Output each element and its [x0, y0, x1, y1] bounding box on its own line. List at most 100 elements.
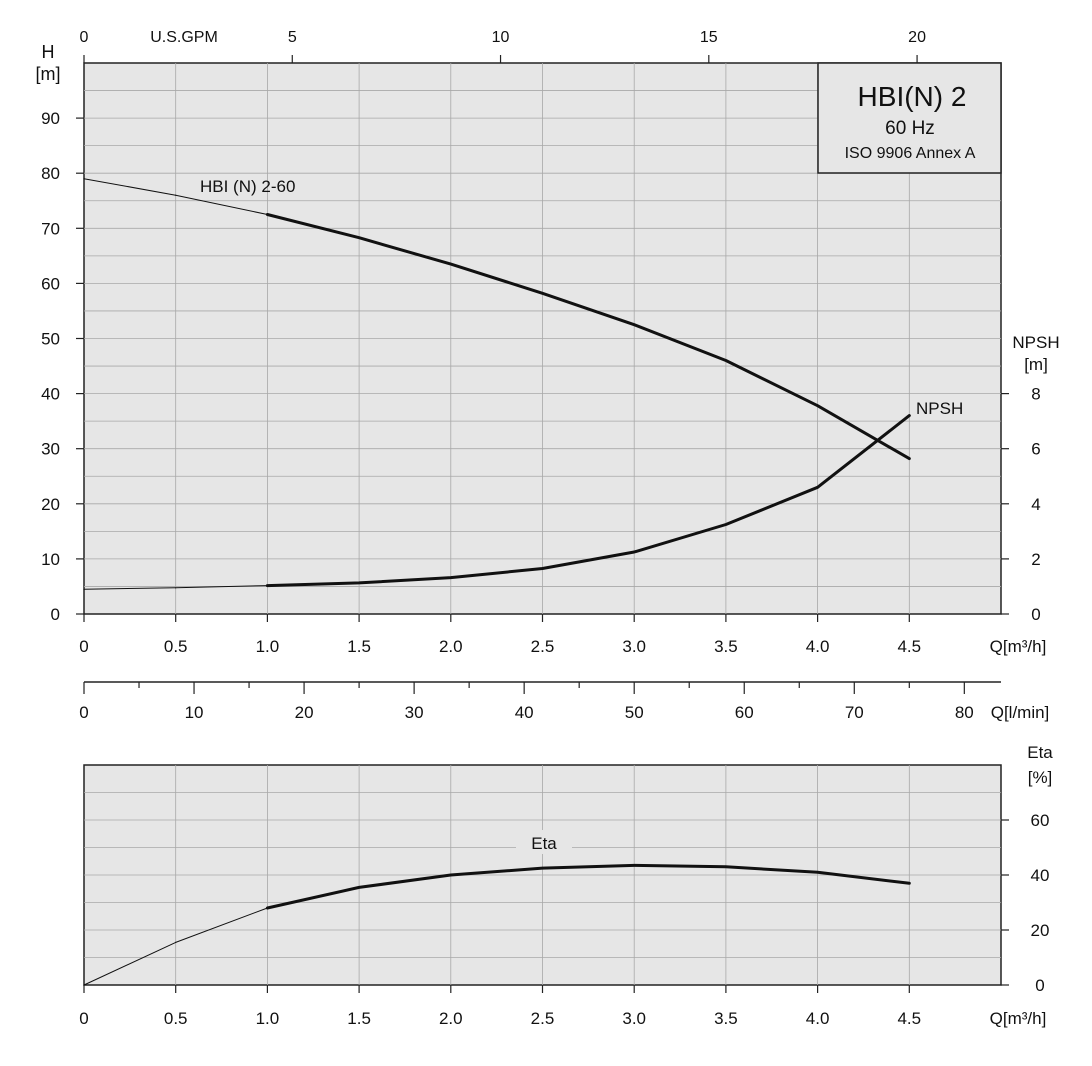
x-tick-label: 3.0	[622, 637, 646, 656]
x-axis-label: Q[m³/h]	[990, 1009, 1047, 1028]
head-point	[83, 178, 85, 180]
head-point	[541, 292, 544, 294]
lmin-tick-label: 70	[845, 703, 864, 722]
eta-point	[725, 866, 727, 868]
y-left-tick-label: 80	[41, 164, 60, 183]
efficiency-plot-axes: 0 0.5 1.0 1.5 2.0 2.5 3.0 3.5 4.0 4.5 Q[m³/h] 0 20 40…	[79, 743, 1053, 1028]
lmin-tick-label: 20	[295, 703, 314, 722]
gpm-tick-label: 15	[700, 29, 718, 46]
x-tick-label: 1.5	[347, 1009, 371, 1028]
npsh-point	[175, 587, 177, 589]
lmin-tick-label: 50	[625, 703, 644, 722]
head-point	[266, 213, 268, 216]
npsh-point	[541, 567, 544, 570]
y-left-tick-label: 90	[41, 109, 60, 128]
y-left-tick-label: 10	[41, 550, 60, 569]
x-tick-label: 0.5	[164, 1009, 188, 1028]
y-right-tick-label: 8	[1031, 385, 1040, 404]
y-left-tick-label: 0	[51, 605, 60, 624]
x-tick-label: 3.5	[714, 637, 738, 656]
y-right-unit: [m]	[1024, 355, 1048, 374]
title-model: HBI(N) 2	[858, 81, 967, 112]
y-left-unit-name: H	[42, 42, 55, 62]
npsh-point	[817, 486, 819, 488]
title-frequency: 60 Hz	[885, 118, 935, 139]
eta-point	[175, 941, 177, 943]
x-tick-label: 4.5	[897, 1009, 921, 1028]
gpm-tick-label: 10	[492, 29, 510, 46]
lmin-tick-label: 40	[515, 703, 534, 722]
eta-unit-name: Eta	[1027, 743, 1053, 762]
npsh-point	[450, 577, 452, 579]
title-box-frame	[817, 62, 1002, 174]
npsh-point	[83, 588, 85, 590]
eta-unit: [%]	[1028, 768, 1053, 787]
head-point	[450, 263, 452, 265]
x-tick-label: 4.0	[806, 1009, 830, 1028]
y-right-tick-label: 60	[1031, 811, 1050, 830]
title-box: HBI(N) 2 60 Hz ISO 9906 Annex A	[817, 62, 1002, 174]
npsh-point	[725, 523, 727, 526]
y-left-unit: [m]	[36, 64, 61, 84]
title-standard: ISO 9906 Annex A	[845, 145, 976, 162]
eta-curve	[265, 863, 911, 910]
npsh-point	[908, 415, 910, 417]
gpm-tick-label: 0	[80, 29, 89, 46]
head-point	[908, 458, 910, 460]
x-tick-label: 3.0	[622, 1009, 646, 1028]
npsh-point	[633, 551, 635, 553]
gpm-tick-label: 20	[908, 29, 926, 46]
x-tick-label: 2.0	[439, 1009, 463, 1028]
x-tick-label: 2.5	[531, 1009, 555, 1028]
y-left-tick-label: 50	[41, 330, 60, 349]
x-tick-label: 1.0	[256, 637, 280, 656]
flow-lmin-axis: 0 10 20 30 40 50 60 70 80 Q[l/min]	[79, 681, 1050, 722]
lmin-axis-label: Q[l/min]	[991, 703, 1050, 722]
x-tick-label: 1.5	[347, 637, 371, 656]
gpm-axis-label: U.S.GPM	[150, 29, 218, 46]
eta-point	[908, 882, 910, 884]
lmin-tick-label: 60	[735, 703, 754, 722]
npsh-point	[358, 582, 360, 584]
head-point	[175, 194, 177, 196]
eta-label-backdrop	[516, 830, 572, 854]
eta-point	[450, 874, 452, 876]
eta-point	[633, 864, 635, 866]
head-series-label: HBI (N) 2-60	[200, 177, 295, 196]
y-right-tick-label: 40	[1031, 866, 1050, 885]
eta-point	[266, 907, 268, 909]
x-tick-label: 3.5	[714, 1009, 738, 1028]
efficiency-plot-series: Eta	[83, 830, 911, 986]
y-left-tick-label: 30	[41, 440, 60, 459]
head-point	[633, 324, 635, 326]
eta-point	[358, 886, 360, 888]
lmin-tick-label: 10	[185, 703, 204, 722]
y-left-tick-label: 40	[41, 385, 60, 404]
npsh-curve	[265, 414, 911, 588]
y-right-tick-label: 20	[1031, 921, 1050, 940]
lmin-tick-label: 0	[79, 703, 88, 722]
npsh-series-label: NPSH	[916, 399, 963, 418]
eta-point	[541, 867, 544, 869]
x-tick-label: 1.0	[256, 1009, 280, 1028]
eta-point	[817, 871, 819, 873]
head-point	[817, 405, 819, 407]
head-point	[725, 359, 727, 362]
y-right-tick-label: 0	[1031, 605, 1040, 624]
x-tick-label: 2.5	[531, 637, 555, 656]
x-tick-label: 2.0	[439, 637, 463, 656]
npsh-point	[266, 585, 268, 587]
head-plot-series: HBI (N) 2-60 NPSH	[83, 177, 963, 590]
x-tick-label: 4.5	[897, 637, 921, 656]
y-right-unit-name: NPSH	[1012, 333, 1059, 352]
lmin-tick-label: 80	[955, 703, 974, 722]
y-right-tick-label: 2	[1031, 550, 1040, 569]
head-point	[358, 237, 360, 239]
y-right-tick-label: 0	[1035, 976, 1044, 995]
y-right-tick-label: 4	[1031, 495, 1040, 514]
y-left-tick-label: 70	[41, 219, 60, 238]
lmin-tick-label: 30	[405, 703, 424, 722]
head-plot-axes: 0 0.5 1.0 1.5 2.0 2.5 3.0 3.5 4.0 4.5 Q[m³/h]01020…	[36, 29, 1060, 656]
y-left-tick-label: 20	[41, 495, 60, 514]
